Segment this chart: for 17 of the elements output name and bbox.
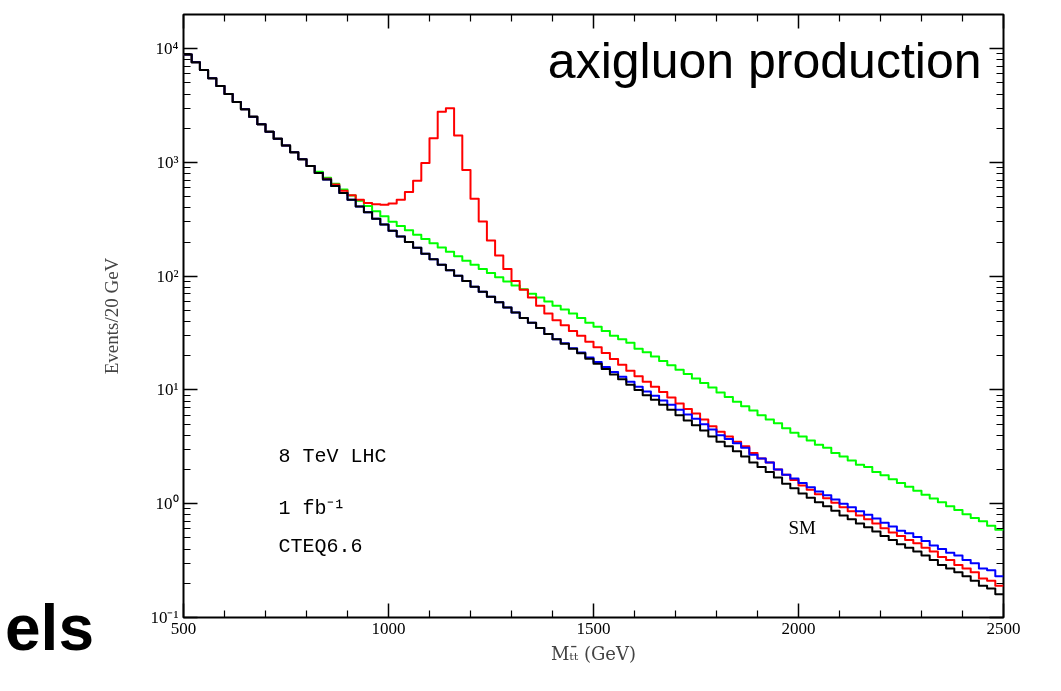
y-tick-label: 10⁰ xyxy=(155,494,179,514)
y-tick-label: 10² xyxy=(156,266,179,286)
x-tick-label: 1000 xyxy=(371,618,406,638)
annotation: 1 fb⁻¹ xyxy=(278,496,346,520)
x-tick-label: 2500 xyxy=(986,618,1021,638)
x-axis-title: Mₜₜ̄ (GeV) xyxy=(550,642,637,664)
text: els xyxy=(5,592,94,664)
annotation: CTEQ6.6 xyxy=(278,534,363,558)
chart-title: axigluon production xyxy=(547,32,982,89)
x-tick-label: 2000 xyxy=(781,618,816,638)
annotation: 8 TeV LHC xyxy=(278,444,387,468)
x-tick-label: 1500 xyxy=(576,618,611,638)
y-tick-label: 10¹ xyxy=(156,380,179,400)
y-tick-label: 10³ xyxy=(156,152,179,172)
y-tick-label: 10⁴ xyxy=(155,39,179,59)
y-axis-title: Events/20 GeV xyxy=(101,257,123,375)
annotation: SM xyxy=(788,516,817,538)
